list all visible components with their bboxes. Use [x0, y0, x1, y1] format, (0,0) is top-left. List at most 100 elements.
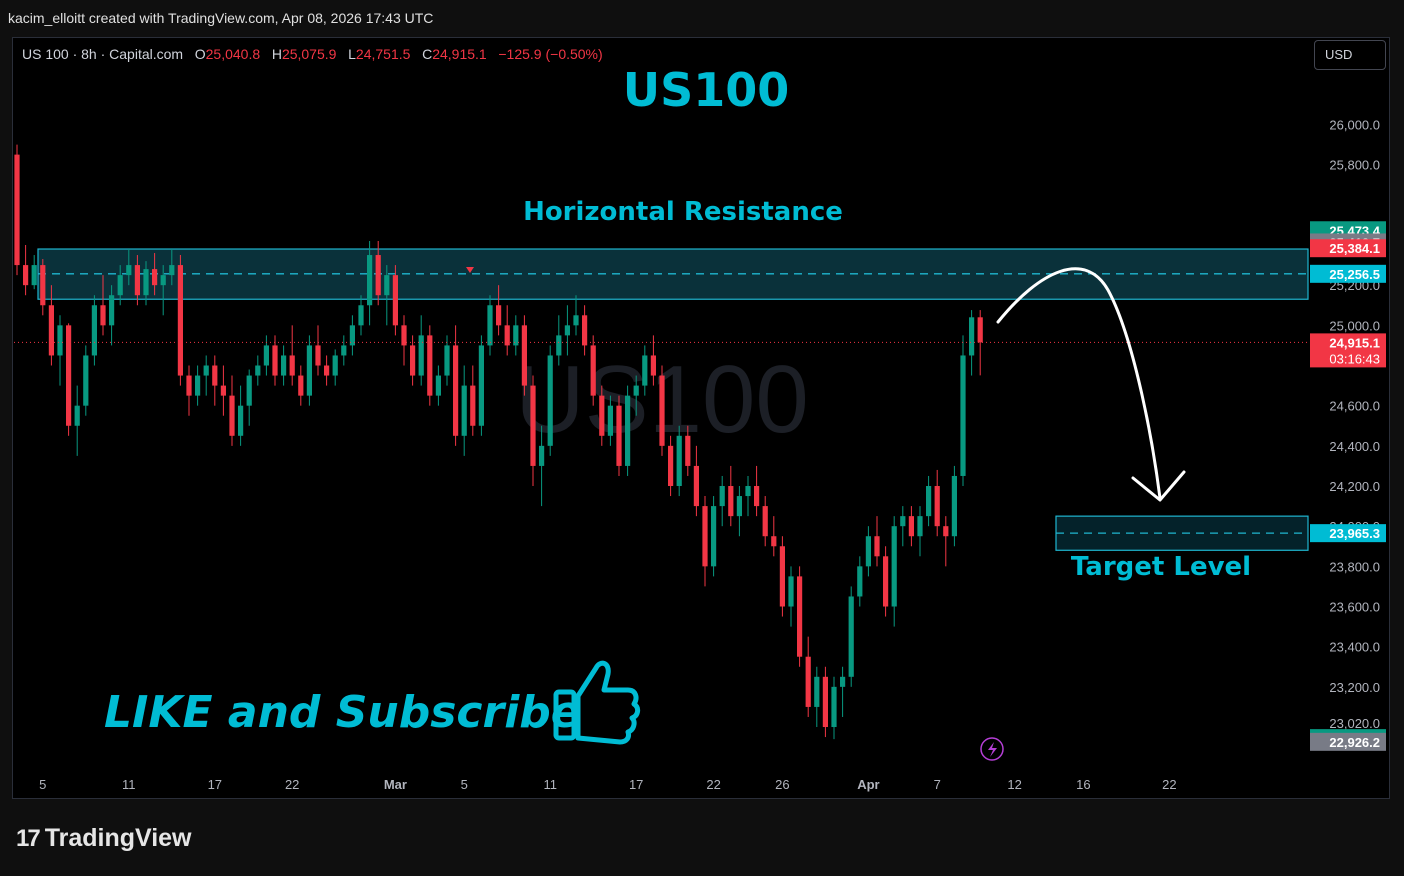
price-label-box [1310, 333, 1386, 368]
candle-body [547, 355, 553, 446]
candle-body [840, 676, 846, 687]
ohlc-legend: US 100 · 8h · Capital.com O25,040.8 H25,… [22, 46, 603, 62]
x-tick-label: 5 [461, 777, 468, 792]
candle-body [917, 516, 923, 537]
candle-body [693, 465, 699, 507]
tradingview-logo[interactable]: 17 TradingView [16, 824, 192, 853]
y-tick-label: 23,020.0 [1329, 716, 1380, 731]
open-label: O [194, 46, 206, 62]
candle-body [444, 345, 450, 376]
candle-body [934, 486, 940, 527]
candle-body [255, 365, 261, 376]
candle-body [616, 405, 622, 466]
x-tick-label: 12 [1007, 777, 1021, 792]
x-tick-label: 5 [39, 777, 46, 792]
candle-body [874, 536, 880, 557]
candle-body [676, 435, 682, 487]
candle-body [83, 355, 89, 406]
candle-body [186, 375, 192, 396]
candle-body [908, 516, 914, 537]
candle-body [564, 325, 570, 336]
candle-body [23, 265, 29, 286]
candle-body [134, 265, 140, 296]
candle-body [100, 305, 106, 326]
candle-body [349, 325, 355, 346]
x-tick-label: 22 [285, 777, 299, 792]
candle-body [203, 365, 209, 376]
candle-body [358, 305, 364, 326]
candle-body [401, 325, 407, 346]
candle-body [865, 536, 871, 567]
candle-body [659, 375, 665, 446]
candle-body [332, 355, 338, 376]
x-tick-label: 22 [706, 777, 720, 792]
symbol-label[interactable]: US 100 · 8h · Capital.com [22, 46, 184, 62]
candle-body [788, 576, 794, 607]
candle-body [754, 486, 760, 507]
candle-body [229, 395, 235, 436]
candle-body [289, 355, 295, 376]
candle-body [848, 596, 854, 677]
candle-body [831, 686, 837, 728]
candle-body [719, 486, 725, 507]
candle-body [315, 345, 321, 366]
x-tick-label: 7 [934, 777, 941, 792]
price-label: 22,926.2 [1329, 735, 1380, 750]
price-label: 23,965.3 [1329, 526, 1380, 541]
price-label: 24,915.1 [1329, 335, 1380, 350]
y-tick-label: 25,000.0 [1329, 318, 1380, 333]
x-tick-label: 22 [1162, 777, 1176, 792]
candle-body [195, 375, 201, 396]
candle-body [900, 516, 906, 527]
close-label: C [422, 46, 433, 62]
candle-body [814, 676, 820, 707]
time-axis: 5 11 17 22 Mar 5 11 17 22 26 Apr 7 12 16 22 [39, 777, 1176, 792]
thumb-cuff [553, 689, 577, 741]
candle-body [57, 325, 63, 356]
y-tick-label: 25,800.0 [1329, 158, 1380, 173]
resistance-label: Horizontal Resistance [523, 197, 843, 227]
y-tick-label: 26,000.0 [1329, 118, 1380, 133]
candle-body [298, 375, 304, 396]
candle-body [805, 656, 811, 707]
candle-body [410, 345, 416, 376]
candle-body [504, 325, 510, 346]
candle-body [745, 486, 751, 497]
candle-body [521, 325, 527, 386]
candle-body [779, 546, 785, 607]
price-label-box [1310, 264, 1386, 283]
candle-body [109, 295, 115, 326]
candle-body [599, 395, 605, 436]
candle-body [14, 154, 20, 266]
tradingview-icon: 17 [16, 824, 41, 852]
candle-body [66, 325, 72, 426]
y-tick-label: 23,600.0 [1329, 600, 1380, 615]
open-value: 25,040.8 [205, 46, 261, 62]
candle-body [478, 345, 484, 426]
candle-body [530, 385, 536, 466]
overlay-layer [14, 267, 1308, 761]
cta-text: LIKE and Subscribe [104, 687, 581, 738]
candle-body [272, 345, 278, 376]
candle-body [324, 365, 330, 376]
candle-body [375, 255, 381, 296]
x-tick-label: 11 [543, 777, 557, 792]
candle-body [246, 375, 252, 406]
candle-body [496, 305, 502, 326]
candle-body [668, 445, 674, 487]
candle-body [306, 345, 312, 396]
candle-body [607, 405, 613, 436]
candle-body [685, 435, 691, 466]
change-value: −125.9 (−0.50%) [498, 46, 603, 62]
candle-body [960, 355, 966, 476]
candle-body [582, 315, 588, 346]
candle-body [418, 335, 424, 376]
thumb-hand [575, 660, 641, 745]
currency-button[interactable]: USD [1314, 40, 1386, 70]
candle-body [177, 265, 183, 376]
candle-body [573, 315, 579, 326]
candle-body [977, 317, 983, 343]
candle-body [152, 269, 158, 286]
price-label: 25,256.5 [1329, 267, 1380, 282]
